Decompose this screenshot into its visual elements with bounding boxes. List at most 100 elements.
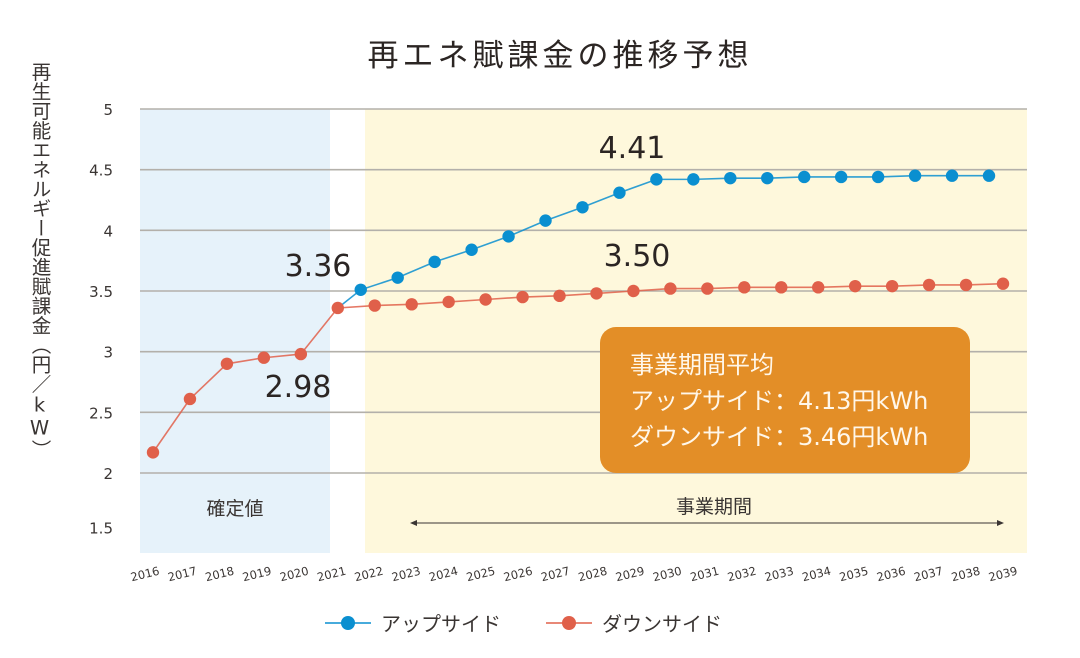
upside-point: [761, 171, 774, 185]
upside-point: [539, 214, 552, 227]
downside-point: [590, 287, 603, 300]
y-axis-ticks: 5 4.5 4 3.5 3 2.5 2 1.5: [89, 101, 113, 538]
red-line-marker-icon: [546, 613, 592, 633]
x-tick-label: 2028: [577, 564, 609, 585]
downside-point: [701, 282, 714, 295]
x-tick-label: 2038: [950, 564, 982, 585]
x-tick-label: 2017: [166, 564, 198, 585]
legend-label-downside: ダウンサイド: [602, 612, 722, 636]
y-axis-label: 再生可能エネルギー促進賦課金（円／kW）: [28, 62, 51, 459]
data-annotations: 3.36 2.98 4.41 3.50: [265, 131, 671, 405]
downside-point: [146, 446, 160, 459]
downside-point: [959, 278, 973, 292]
downside-point: [848, 279, 862, 293]
upside-point: [687, 173, 700, 186]
x-tick-label: 2019: [241, 564, 273, 585]
x-tick-label: 2033: [763, 564, 795, 585]
x-tick-label: 2022: [353, 564, 385, 585]
x-tick-label: 2023: [390, 564, 422, 585]
x-tick-label: 2039: [987, 564, 1019, 585]
x-tick-label: 2021: [316, 564, 348, 585]
x-tick-label: 2037: [912, 564, 944, 585]
downside-point: [664, 282, 677, 295]
business-period-label: 事業期間: [676, 496, 752, 518]
downside-point: [294, 347, 308, 361]
downside-point: [257, 351, 271, 364]
downside-point: [220, 357, 234, 370]
callout-upside: アップサイド：4.13円kWh: [630, 387, 929, 415]
downside-point: [368, 299, 381, 312]
x-tick-label: 2027: [539, 564, 571, 585]
upside-point: [428, 255, 441, 269]
upside-point: [354, 283, 367, 296]
y-tick-label: 3: [103, 344, 113, 362]
x-tick-label: 2035: [838, 564, 870, 585]
x-axis-ticks: 2016 2017 2018 2019 2020 2021 2022 2023 2024 2025…: [129, 564, 1019, 585]
downside-point: [331, 301, 344, 315]
legend-label-upside: アップサイド: [381, 612, 501, 636]
value-annotation: 4.41: [599, 131, 666, 166]
legend-item-downside[interactable]: ダウンサイド: [546, 608, 722, 637]
value-annotation: 3.36: [285, 249, 352, 284]
x-tick-label: 2029: [614, 564, 646, 585]
y-tick-label: 5: [103, 101, 113, 119]
downside-point: [405, 298, 418, 311]
business-period-arrow: [410, 520, 1004, 526]
y-tick-label: 1.5: [89, 520, 113, 538]
series-lines: [146, 169, 1010, 459]
downside-point: [812, 281, 825, 294]
x-tick-label: 2030: [651, 564, 683, 585]
x-tick-label: 2034: [801, 564, 833, 585]
y-tick-label: 4: [103, 222, 113, 240]
callout-heading: 事業期間平均: [630, 351, 774, 379]
x-tick-label: 2031: [689, 564, 721, 585]
downside-point: [775, 281, 788, 294]
downside-point: [442, 295, 455, 309]
x-tick-label: 2024: [428, 564, 460, 585]
confirmed-region: [140, 109, 330, 553]
confirmed-region-label: 確定値: [206, 498, 263, 520]
callout-downside: ダウンサイド：3.46円kWh: [630, 423, 929, 451]
x-tick-label: 2025: [465, 564, 497, 585]
upside-point: [871, 170, 885, 184]
downside-point: [183, 392, 197, 406]
upside-point: [724, 171, 737, 185]
downside-point: [553, 289, 566, 303]
upside-point: [576, 201, 589, 214]
x-tick-label: 2032: [726, 564, 758, 585]
average-callout-box: 事業期間平均 アップサイド：4.13円kWh ダウンサイド：3.46円kWh: [600, 327, 970, 473]
downside-point: [627, 284, 640, 298]
blue-line-marker-icon: [325, 613, 371, 633]
upside-point: [982, 169, 996, 182]
upside-point: [502, 230, 515, 243]
y-tick-label: 3.5: [89, 283, 113, 301]
y-tick-label: 2: [103, 465, 113, 483]
upside-point: [834, 170, 848, 184]
upside-point: [650, 173, 663, 186]
downside-point: [885, 279, 899, 293]
legend-item-upside[interactable]: アップサイド: [325, 608, 501, 637]
y-tick-label: 2.5: [89, 404, 113, 422]
downside-point: [922, 278, 936, 292]
x-tick-label: 2020: [278, 564, 310, 585]
value-annotation: 2.98: [265, 370, 332, 405]
y-tick-label: 4.5: [89, 162, 113, 180]
x-tick-label: 2016: [129, 564, 161, 585]
downside-point: [479, 293, 492, 306]
downside-point: [996, 277, 1010, 290]
upside-point: [798, 170, 811, 184]
value-annotation: 3.50: [604, 239, 671, 274]
x-tick-label: 2036: [875, 564, 907, 585]
chart-title: 再エネ賦課金の推移予想: [367, 38, 753, 74]
upside-point: [945, 169, 959, 182]
upside-point: [908, 169, 922, 182]
upside-point: [613, 186, 626, 199]
x-tick-label: 2018: [204, 564, 236, 585]
x-tick-label: 2026: [502, 564, 534, 585]
downside-point: [738, 281, 751, 294]
upside-point: [391, 271, 404, 284]
gridlines: [140, 108, 1027, 474]
downside-point: [516, 290, 529, 304]
chart-legend: アップサイド ダウンサイド: [325, 608, 722, 637]
upside-point: [465, 243, 478, 256]
